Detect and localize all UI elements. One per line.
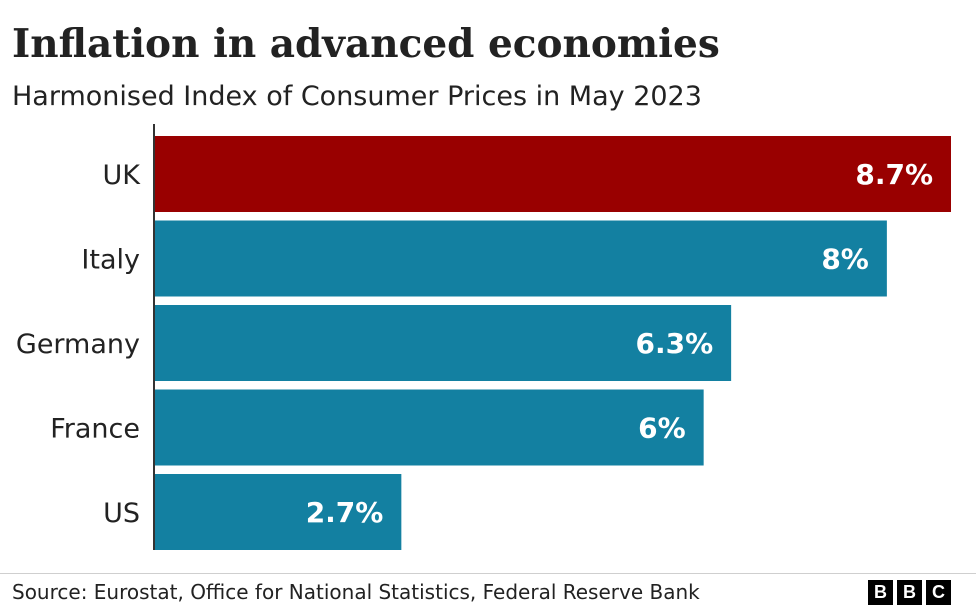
category-label: Germany bbox=[16, 329, 140, 360]
data-label: 8% bbox=[821, 243, 869, 276]
source-note: Source: Eurostat, Office for National St… bbox=[12, 580, 700, 604]
bbc-logo: B B C bbox=[868, 580, 951, 605]
bar-us bbox=[154, 474, 402, 550]
chart-subtitle: Harmonised Index of Consumer Prices in M… bbox=[12, 81, 702, 112]
bar-germany bbox=[154, 305, 732, 381]
category-label: Italy bbox=[81, 245, 140, 276]
logo-letter: B bbox=[897, 580, 922, 605]
bar-france bbox=[154, 389, 704, 466]
category-label: UK bbox=[103, 160, 142, 191]
bar-uk bbox=[154, 136, 951, 212]
logo-letter: C bbox=[926, 580, 951, 605]
data-label: 8.7% bbox=[855, 158, 933, 191]
data-label: 2.7% bbox=[306, 496, 384, 529]
bar-chart: UK 8.7% Italy 8% Germany 6.3% France 6% US 2.7% bbox=[16, 124, 951, 550]
logo-letter: B bbox=[868, 580, 893, 605]
data-label: 6.3% bbox=[635, 327, 713, 360]
bar-italy bbox=[154, 220, 887, 297]
category-label: France bbox=[50, 414, 140, 445]
data-label: 6% bbox=[638, 412, 686, 445]
footer-divider bbox=[0, 573, 976, 574]
category-label: US bbox=[103, 498, 140, 529]
chart-title: Inflation in advanced economies bbox=[12, 21, 720, 67]
